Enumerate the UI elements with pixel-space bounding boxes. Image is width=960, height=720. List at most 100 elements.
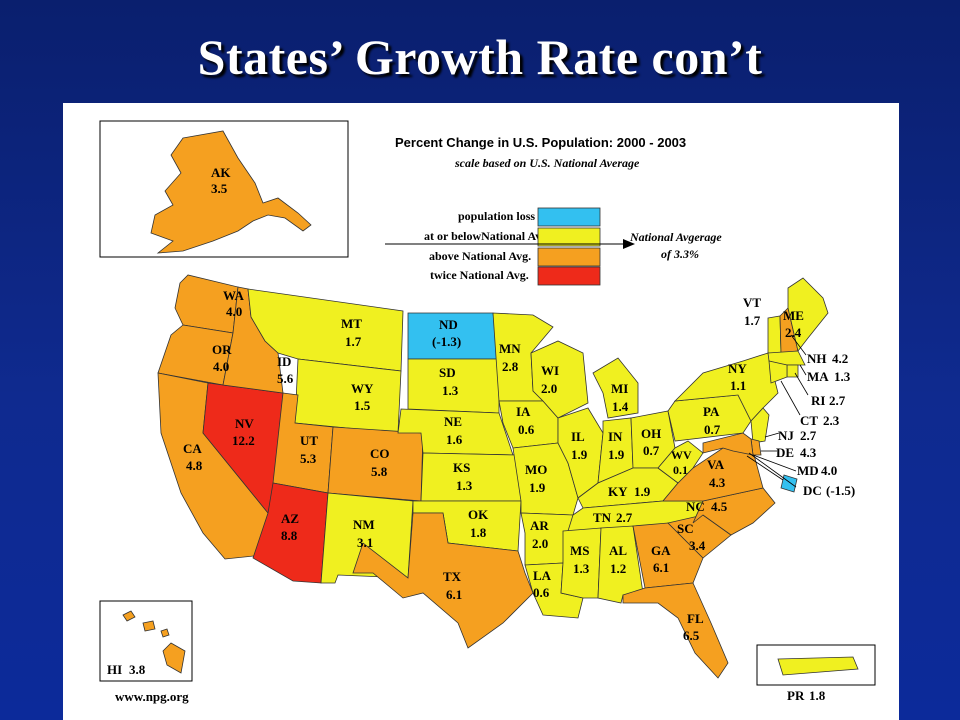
label-az-abbr: AZ bbox=[281, 511, 299, 526]
label-ak-value: 3.5 bbox=[211, 181, 228, 196]
label-md-value: 4.0 bbox=[821, 463, 837, 478]
national-average-line1: National Avgerage bbox=[629, 230, 722, 244]
label-co-value: 5.8 bbox=[371, 464, 388, 479]
label-ri-value: 2.7 bbox=[829, 393, 846, 408]
label-ne-value: 1.6 bbox=[446, 432, 463, 447]
state-pr bbox=[777, 656, 859, 676]
label-ga-value: 6.1 bbox=[653, 560, 669, 575]
label-ia-value: 0.6 bbox=[518, 422, 535, 437]
state-ks bbox=[420, 452, 522, 502]
label-sd-value: 1.3 bbox=[442, 383, 459, 398]
label-wy-value: 1.5 bbox=[354, 398, 371, 413]
state-wi bbox=[530, 340, 589, 419]
label-wv-value: 0.1 bbox=[673, 463, 688, 477]
state-vt bbox=[767, 315, 782, 354]
label-al-abbr: AL bbox=[609, 543, 627, 558]
label-ca-abbr: CA bbox=[183, 441, 202, 456]
label-ct-value: 2.3 bbox=[823, 413, 840, 428]
label-or-value: 4.0 bbox=[213, 359, 229, 374]
state-ga bbox=[632, 522, 704, 589]
label-id-value: 5.6 bbox=[277, 371, 294, 386]
label-dc-value: (-1.5) bbox=[826, 483, 855, 498]
label-nc-value: 4.5 bbox=[711, 499, 728, 514]
label-me-abbr: ME bbox=[783, 308, 804, 323]
label-az-value: 8.8 bbox=[281, 528, 298, 543]
label-ok-abbr: OK bbox=[468, 507, 489, 522]
label-nd-abbr: ND bbox=[439, 317, 458, 332]
label-vt-value: 1.7 bbox=[744, 313, 761, 328]
label-sc-abbr: SC bbox=[677, 521, 694, 536]
label-wv-abbr: WV bbox=[671, 448, 692, 462]
legend-swatch-above bbox=[537, 247, 601, 267]
label-wa-value: 4.0 bbox=[226, 304, 242, 319]
label-mn-value: 2.8 bbox=[502, 359, 519, 374]
label-nm-value: 3.1 bbox=[357, 535, 373, 550]
label-oh-abbr: OH bbox=[641, 426, 661, 441]
label-ne-abbr: NE bbox=[444, 414, 462, 429]
label-tx-value: 6.1 bbox=[446, 587, 462, 602]
label-wi-value: 2.0 bbox=[541, 381, 557, 396]
label-ut-value: 5.3 bbox=[300, 451, 317, 466]
label-fl-abbr: FL bbox=[687, 611, 704, 626]
label-ga-abbr: GA bbox=[651, 543, 671, 558]
label-ks-value: 1.3 bbox=[456, 478, 473, 493]
label-la-value: 0.6 bbox=[533, 585, 550, 600]
legend-swatch-below bbox=[537, 227, 601, 247]
label-vt-abbr: VT bbox=[743, 295, 761, 310]
label-or-abbr: OR bbox=[212, 342, 232, 357]
label-dc-abbr: DC bbox=[803, 483, 822, 498]
label-ny-abbr: NY bbox=[728, 361, 747, 376]
label-nh-value: 4.2 bbox=[832, 351, 848, 366]
label-va-value: 4.3 bbox=[709, 475, 726, 490]
label-wi-abbr: WI bbox=[541, 363, 559, 378]
label-sc-value: 3.4 bbox=[689, 538, 706, 553]
states bbox=[99, 274, 876, 686]
label-pr-abbr: PR bbox=[787, 688, 805, 703]
state-mi bbox=[592, 357, 639, 419]
label-ks-abbr: KS bbox=[453, 460, 470, 475]
label-ak-abbr: AK bbox=[211, 165, 231, 180]
legend-label-above: above National Avg. bbox=[429, 249, 531, 263]
label-il-value: 1.9 bbox=[571, 447, 588, 462]
legend-swatch-loss bbox=[537, 207, 601, 227]
label-wy-abbr: WY bbox=[351, 381, 374, 396]
label-mt-abbr: MT bbox=[341, 316, 362, 331]
label-mn-abbr: MN bbox=[499, 341, 521, 356]
label-pr-value: 1.8 bbox=[809, 688, 826, 703]
label-de-value: 4.3 bbox=[800, 445, 817, 460]
label-ct-abbr: CT bbox=[800, 413, 818, 428]
label-ar-value: 2.0 bbox=[532, 536, 548, 551]
label-nc-abbr: NC bbox=[686, 499, 705, 514]
state-fl bbox=[622, 582, 729, 679]
label-pa-value: 0.7 bbox=[704, 422, 721, 437]
map-panel: AK 3.5 Percent Change in U.S. Population… bbox=[63, 103, 899, 720]
state-hi bbox=[122, 610, 186, 674]
state-mt bbox=[247, 288, 404, 372]
state-or bbox=[157, 324, 234, 386]
label-nm-abbr: NM bbox=[353, 517, 375, 532]
label-ms-abbr: MS bbox=[570, 543, 590, 558]
label-fl-value: 6.5 bbox=[683, 628, 700, 643]
label-co-abbr: CO bbox=[370, 446, 390, 461]
label-ma-value: 1.3 bbox=[834, 369, 851, 384]
state-labels: WA 4.0 OR 4.0 CA 4.8 NV 12.2 ID 5.6 MT 1… bbox=[107, 288, 855, 703]
label-nv-abbr: NV bbox=[235, 416, 254, 431]
label-me-value: 2.4 bbox=[785, 325, 802, 340]
label-mo-abbr: MO bbox=[525, 462, 547, 477]
state-ny bbox=[673, 352, 779, 422]
map-subtitle: scale based on U.S. National Average bbox=[454, 156, 640, 170]
label-ut-abbr: UT bbox=[300, 433, 318, 448]
legend-label-loss: population loss bbox=[458, 209, 535, 223]
state-va bbox=[662, 447, 764, 502]
state-ct bbox=[768, 360, 788, 384]
label-mi-abbr: MI bbox=[611, 381, 628, 396]
map-title: Percent Change in U.S. Population: 2000 … bbox=[395, 135, 686, 150]
label-ky-abbr: KY bbox=[608, 484, 628, 499]
label-oh-value: 0.7 bbox=[643, 443, 660, 458]
state-md bbox=[702, 432, 754, 456]
state-ak bbox=[150, 130, 312, 254]
label-nj-abbr: NJ bbox=[778, 428, 794, 443]
source-url: www.npg.org bbox=[115, 689, 189, 704]
label-md-abbr: MD bbox=[797, 463, 819, 478]
legend-arrow-icon bbox=[623, 239, 635, 249]
